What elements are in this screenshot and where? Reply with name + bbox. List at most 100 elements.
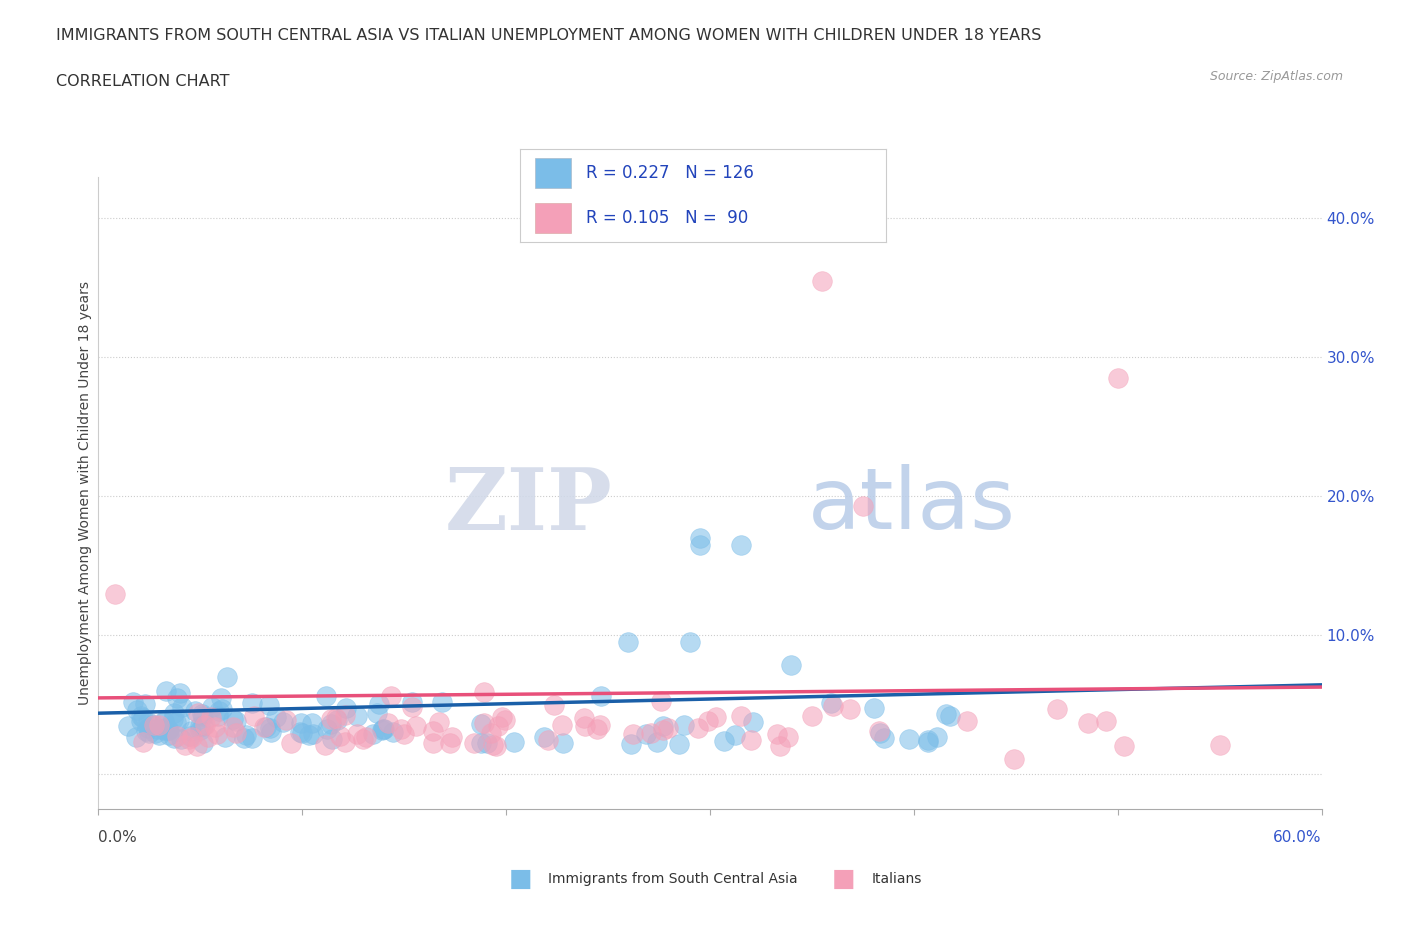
Point [668, 737, 690, 751]
Point [673, 718, 696, 733]
Point [852, 498, 875, 513]
Point [134, 697, 156, 711]
Text: R = 0.227   N = 126: R = 0.227 N = 126 [586, 164, 754, 182]
Point [191, 709, 214, 724]
Point [657, 720, 679, 735]
Point [240, 730, 263, 745]
Point [169, 686, 191, 701]
Point [956, 713, 979, 728]
Point [939, 709, 962, 724]
Point [243, 709, 266, 724]
Point [188, 719, 211, 734]
Point [132, 711, 155, 725]
Point [183, 703, 205, 718]
Text: ZIP: ZIP [444, 463, 612, 548]
Point [470, 717, 492, 732]
Point [122, 695, 145, 710]
Text: 60.0%: 60.0% [1274, 830, 1322, 844]
Point [152, 723, 174, 737]
Point [689, 538, 711, 552]
Point [366, 705, 388, 720]
Point [170, 699, 193, 714]
Point [148, 718, 170, 733]
Point [222, 711, 245, 726]
Point [898, 731, 921, 746]
Point [211, 702, 233, 717]
Point [479, 726, 502, 741]
Point [838, 701, 860, 716]
Point [302, 726, 325, 741]
Point [585, 722, 607, 737]
Point [872, 730, 894, 745]
Point [179, 728, 201, 743]
Point [869, 725, 891, 740]
Point [165, 715, 187, 730]
Point [470, 736, 492, 751]
Point [188, 723, 211, 737]
Point [1208, 737, 1230, 752]
Point [482, 738, 505, 753]
Point [290, 715, 312, 730]
Point [354, 730, 377, 745]
Point [422, 736, 444, 751]
Point [257, 698, 280, 713]
Point [863, 700, 886, 715]
Point [235, 728, 257, 743]
Point [724, 728, 747, 743]
Point [173, 737, 195, 752]
Point [371, 722, 394, 737]
Point [779, 658, 801, 672]
Point [132, 735, 155, 750]
Point [163, 705, 186, 720]
Point [148, 727, 170, 742]
Point [352, 731, 374, 746]
Point [201, 699, 224, 714]
Point [475, 736, 498, 751]
Point [650, 694, 672, 709]
Text: Italians: Italians [872, 871, 922, 886]
Point [405, 719, 427, 734]
Text: R = 0.105   N =  90: R = 0.105 N = 90 [586, 208, 748, 227]
Point [136, 721, 159, 736]
Point [917, 733, 939, 748]
Point [222, 719, 245, 734]
Point [1107, 371, 1129, 386]
Point [205, 727, 228, 742]
Point [502, 734, 524, 749]
Point [651, 719, 673, 734]
Point [200, 710, 222, 724]
Point [315, 688, 337, 703]
Point [679, 635, 702, 650]
Point [377, 716, 399, 731]
Point [551, 718, 574, 733]
Point [167, 712, 190, 727]
Point [145, 725, 167, 740]
Point [157, 723, 180, 737]
Point [298, 727, 321, 742]
Point [533, 729, 555, 744]
Point [494, 712, 516, 727]
Point [181, 730, 204, 745]
Point [217, 670, 239, 684]
Point [689, 531, 711, 546]
Point [346, 726, 368, 741]
Point [153, 715, 176, 730]
Point [430, 695, 453, 710]
Point [333, 735, 356, 750]
Point [543, 698, 565, 712]
Point [346, 709, 368, 724]
Point [769, 738, 792, 753]
Point [321, 711, 343, 726]
Point [146, 722, 169, 737]
Point [485, 738, 508, 753]
Point [823, 698, 845, 713]
Text: IMMIGRANTS FROM SOUTH CENTRAL ASIA VS ITALIAN UNEMPLOYMENT AMONG WOMEN WITH CHIL: IMMIGRANTS FROM SOUTH CENTRAL ASIA VS IT… [56, 28, 1042, 43]
Point [392, 726, 415, 741]
Point [742, 715, 765, 730]
Bar [534, 203, 571, 232]
Point [280, 736, 302, 751]
Point [368, 697, 391, 711]
Point [820, 696, 842, 711]
Point [811, 273, 834, 288]
Text: 0.0%: 0.0% [98, 830, 138, 844]
